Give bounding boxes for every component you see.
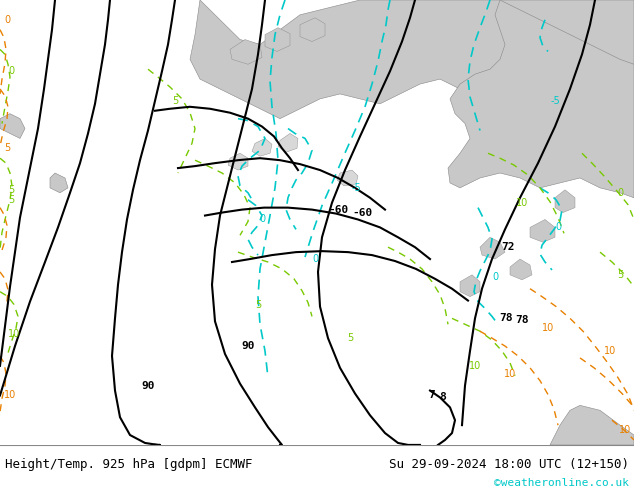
Text: 0: 0 <box>555 222 561 232</box>
Text: 90: 90 <box>242 341 255 351</box>
Polygon shape <box>0 114 25 138</box>
Polygon shape <box>190 0 634 119</box>
Polygon shape <box>278 133 298 152</box>
Text: 10: 10 <box>604 346 616 356</box>
Text: 5: 5 <box>8 195 14 205</box>
Text: 0: 0 <box>259 215 265 224</box>
Text: 5: 5 <box>617 270 623 280</box>
Polygon shape <box>337 170 358 186</box>
Polygon shape <box>228 153 248 170</box>
Text: 8: 8 <box>439 392 446 402</box>
Text: 5: 5 <box>8 185 14 195</box>
Text: 72: 72 <box>501 242 515 252</box>
Text: 10: 10 <box>469 361 481 371</box>
Polygon shape <box>510 259 532 280</box>
Text: 10: 10 <box>8 329 20 339</box>
Text: 90: 90 <box>141 381 155 391</box>
Polygon shape <box>265 27 290 51</box>
Text: 5: 5 <box>172 96 178 106</box>
Text: 10: 10 <box>504 369 516 379</box>
Polygon shape <box>252 138 272 156</box>
Text: 5: 5 <box>4 143 10 153</box>
Text: 0: 0 <box>8 66 14 76</box>
Polygon shape <box>230 40 262 64</box>
Text: -60: -60 <box>328 205 348 215</box>
Text: Height/Temp. 925 hPa [gdpm] ECMWF: Height/Temp. 925 hPa [gdpm] ECMWF <box>5 458 252 471</box>
Text: 78: 78 <box>499 314 513 323</box>
Text: 10: 10 <box>516 197 528 208</box>
Text: 0: 0 <box>492 272 498 282</box>
Polygon shape <box>50 173 68 193</box>
Text: ©weatheronline.co.uk: ©weatheronline.co.uk <box>494 478 629 488</box>
Text: 0: 0 <box>4 15 10 25</box>
Text: 10: 10 <box>542 323 554 333</box>
Text: 0: 0 <box>617 188 623 198</box>
Polygon shape <box>550 405 634 445</box>
Text: Su 29-09-2024 18:00 UTC (12+150): Su 29-09-2024 18:00 UTC (12+150) <box>389 458 629 471</box>
Text: -5: -5 <box>550 96 560 106</box>
Polygon shape <box>460 275 480 296</box>
Text: 7: 7 <box>429 391 436 400</box>
Text: 10: 10 <box>619 425 631 435</box>
Polygon shape <box>480 237 505 259</box>
Text: 78: 78 <box>515 316 529 325</box>
Text: -5: -5 <box>351 183 361 193</box>
Text: 5: 5 <box>347 333 353 343</box>
Text: -60: -60 <box>352 208 372 218</box>
Polygon shape <box>530 220 555 242</box>
Polygon shape <box>555 190 575 213</box>
Text: 5: 5 <box>255 299 261 310</box>
Text: 10: 10 <box>4 391 16 400</box>
Polygon shape <box>300 18 325 42</box>
Text: 0: 0 <box>312 254 318 264</box>
Polygon shape <box>448 0 634 198</box>
